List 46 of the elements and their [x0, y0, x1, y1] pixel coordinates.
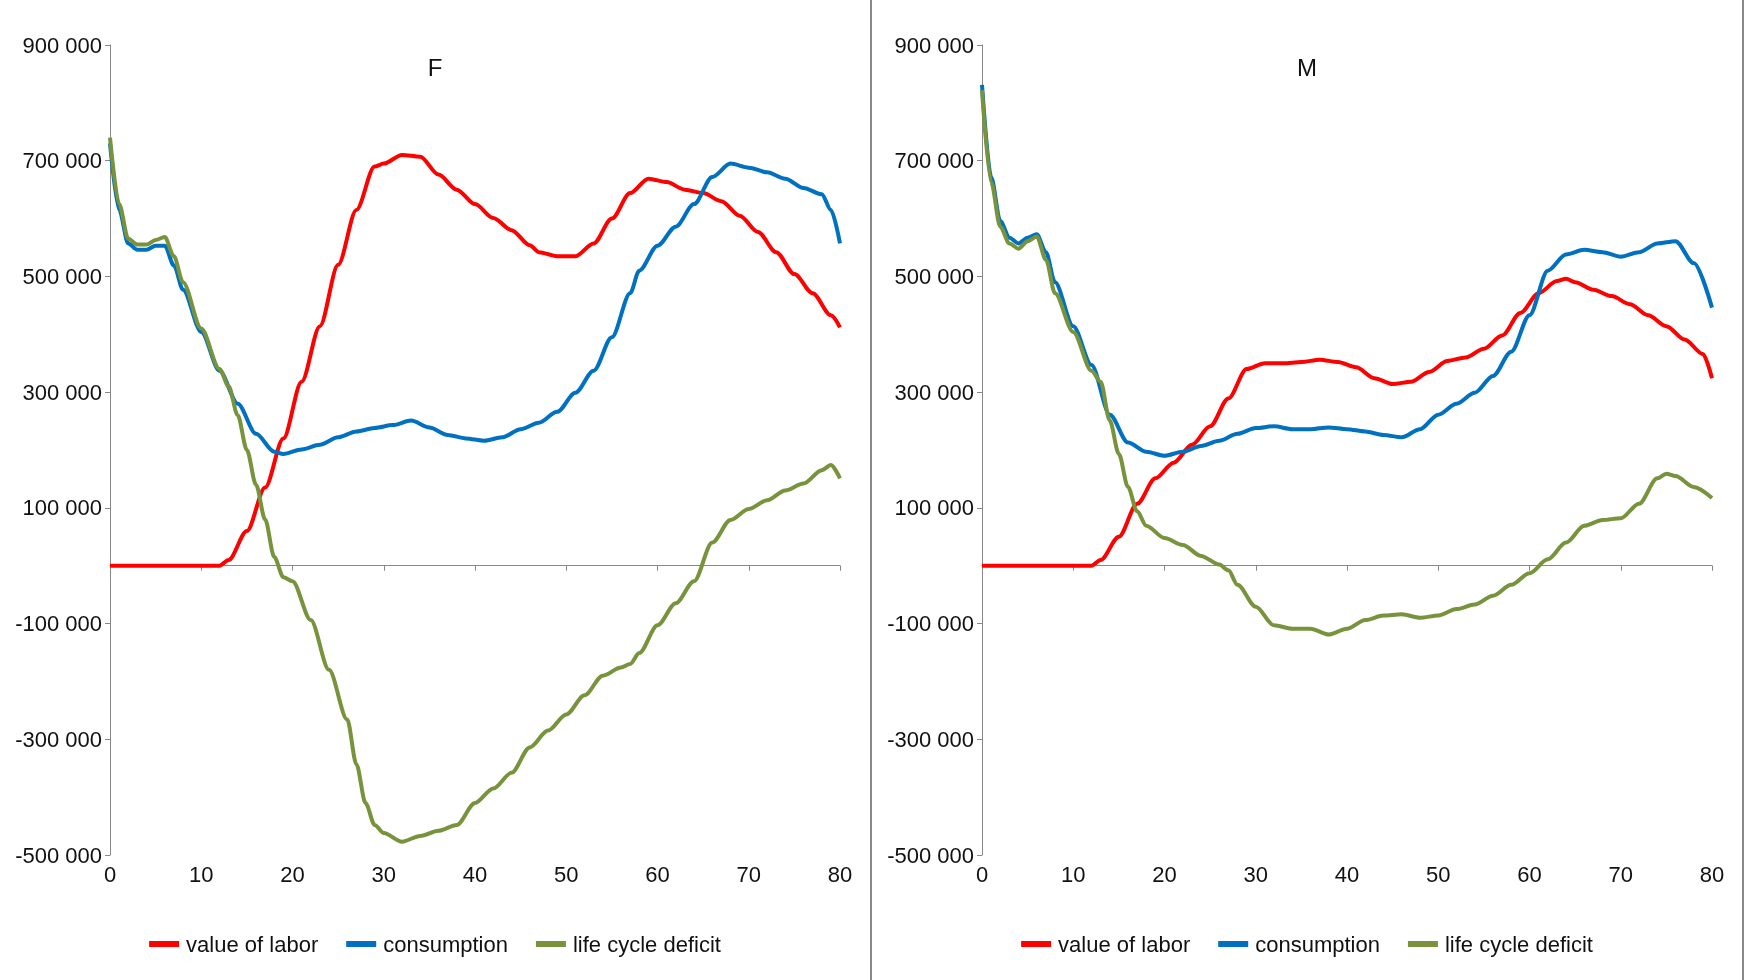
x-tick-label: 20 [1152, 861, 1177, 887]
y-tick-label: -500 000 [15, 842, 102, 868]
x-tick-label: 40 [1334, 861, 1360, 887]
x-tick-label: 20 [280, 861, 305, 887]
x-tick-label: 30 [371, 861, 396, 887]
legend-label: life cycle deficit [1444, 931, 1593, 957]
x-tick-label: 10 [189, 861, 214, 887]
x-tick-label: 60 [1517, 861, 1542, 887]
x-tick-label: 50 [554, 861, 579, 887]
y-tick-label: -100 000 [15, 611, 102, 637]
y-tick-label: -300 000 [15, 726, 102, 752]
x-tick-label: 0 [103, 861, 117, 887]
x-tick-label: 60 [645, 861, 670, 887]
x-tick-label: 40 [462, 861, 488, 887]
legend-label: consumption [383, 931, 508, 957]
y-tick-label: 500 000 [22, 263, 102, 289]
y-tick-label: 900 000 [22, 32, 102, 58]
y-tick-label: 500 000 [894, 263, 974, 289]
x-tick-label: 0 [975, 861, 989, 887]
legend-label: life cycle deficit [572, 931, 721, 957]
y-tick-label: 300 000 [22, 379, 102, 405]
legend-label: value of labor [186, 931, 319, 957]
x-tick-label: 80 [1699, 861, 1725, 887]
x-tick-label: 50 [1426, 861, 1451, 887]
y-tick-label: 700 000 [22, 148, 102, 174]
line-series [108, 152, 842, 568]
line-series [108, 135, 842, 844]
y-tick-label: 900 000 [894, 32, 974, 58]
y-tick-label: 700 000 [894, 148, 974, 174]
chart-title: F [427, 53, 443, 81]
chart-title: M [1297, 53, 1317, 81]
x-tick-label: 10 [1061, 861, 1086, 887]
y-tick-label: -500 000 [887, 842, 974, 868]
y-tick-label: -300 000 [887, 726, 974, 752]
x-tick-label: 70 [1608, 861, 1633, 887]
line-series [980, 276, 1714, 568]
x-tick-label: 30 [1243, 861, 1268, 887]
x-tick-label: 70 [736, 861, 761, 887]
y-tick-label: -100 000 [887, 611, 974, 637]
legend-label: value of labor [1058, 931, 1191, 957]
y-tick-label: 300 000 [894, 379, 974, 405]
y-tick-label: 100 000 [894, 495, 974, 521]
legend-label: consumption [1255, 931, 1380, 957]
x-tick-label: 80 [827, 861, 853, 887]
line-series [980, 88, 1714, 637]
y-tick-label: 100 000 [22, 495, 102, 521]
